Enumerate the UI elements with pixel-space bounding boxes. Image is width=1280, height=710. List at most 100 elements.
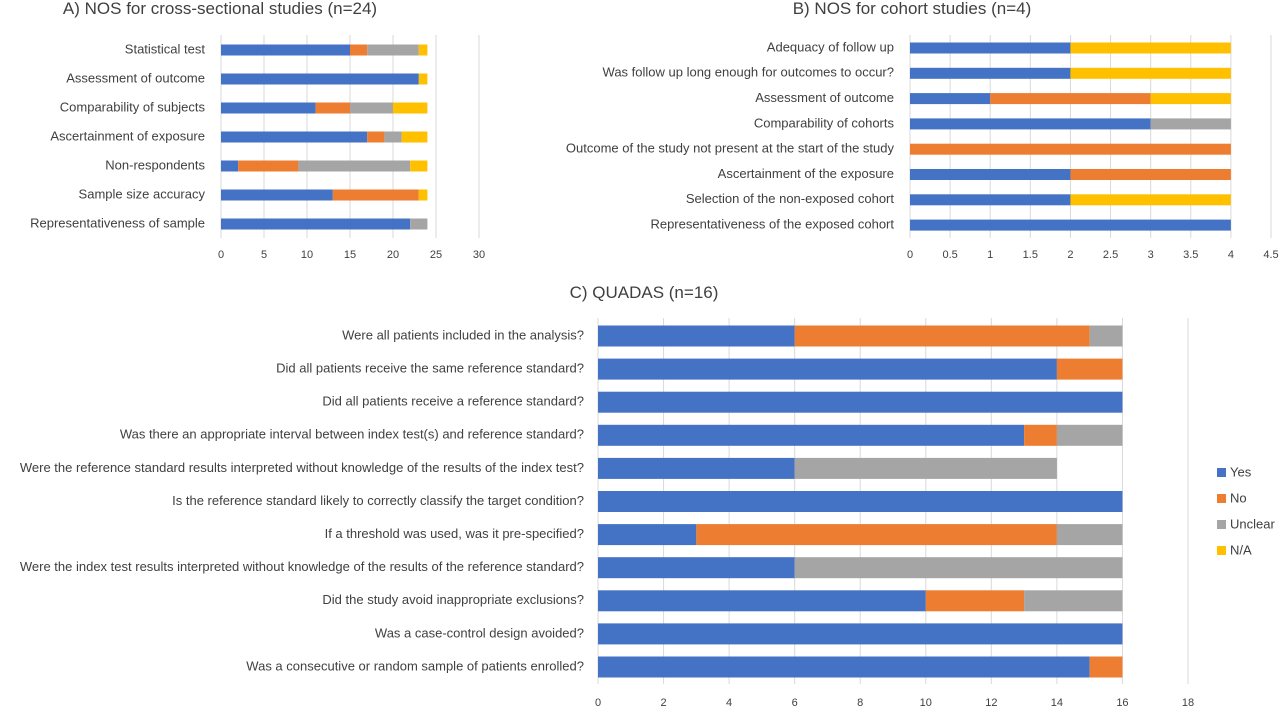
chart-c-category-label: Were all patients included in the analys…	[342, 327, 584, 342]
chart-a-tick-label: 15	[344, 249, 356, 261]
chart-a-bar-unclear	[384, 131, 402, 143]
chart-a-bar-na	[418, 189, 428, 201]
chart-b-bar-no	[1070, 169, 1231, 180]
chart-a-bar-unclear	[410, 218, 428, 230]
chart-a-category-label: Representativeness of sample	[30, 215, 205, 230]
chart-c-bar-yes	[598, 457, 795, 479]
chart-c-category-label: Was a case-control design avoided?	[375, 625, 584, 640]
chart-b-tick-label: 2	[1067, 249, 1073, 261]
chart-a-tick-label: 20	[387, 249, 399, 261]
chart-b-bar-yes	[910, 42, 1071, 54]
chart-a-bar-yes	[221, 189, 333, 201]
chart-b-category-label: Representativeness of the exposed cohort	[650, 217, 894, 232]
chart-c-tick-label: 10	[920, 697, 932, 709]
chart-b-bar-yes	[910, 219, 1231, 231]
chart-c-tick-label: 6	[792, 697, 798, 709]
chart-c-category-label: Is the reference standard likely to corr…	[172, 493, 584, 508]
chart-c-bar-unclear	[1089, 325, 1123, 347]
chart-c-bar-unclear	[794, 557, 1123, 579]
chart-a-bar-no	[350, 44, 368, 56]
chart-c-bar-yes	[598, 424, 1025, 446]
chart-a-bar-no	[367, 131, 385, 143]
chart-c-category-label: Did the study avoid inappropriate exclus…	[322, 592, 584, 607]
chart-a: 0 5 10 15 20 25 30 Statistical test Assessment o…	[30, 35, 485, 261]
chart-a-bar-yes	[221, 44, 350, 56]
chart-a-bar-na	[401, 131, 428, 143]
chart-b-bar-unclear	[1150, 118, 1231, 130]
chart-c-category-label: Was there an appropriate interval betwee…	[120, 427, 584, 442]
chart-c-bar-yes	[598, 491, 1123, 512]
chart-c-bar-yes	[598, 325, 795, 347]
chart-b-bar-yes	[910, 118, 1151, 130]
chart-b-tick-label: 3.5	[1183, 249, 1198, 261]
chart-a-bar-na	[418, 73, 428, 85]
chart-b-category-label: Assessment of outcome	[755, 90, 894, 105]
chart-a-bar-no	[332, 189, 419, 201]
chart-c-category-label: Was a consecutive or random sample of pa…	[246, 658, 584, 673]
legend-swatch-unclear	[1217, 520, 1226, 529]
chart-a-bar-yes	[221, 131, 368, 143]
chart-b: 0 0.5 1 1.5 2 2.5 3 3.5 4 4.5 Adequacy of follow u…	[566, 35, 1279, 261]
chart-a-bar-na	[393, 102, 428, 114]
chart-b-tick-label: 4	[1228, 249, 1234, 261]
chart-a-bar-no	[315, 102, 350, 114]
chart-c-bar-yes	[598, 623, 1123, 645]
chart-a-bar-yes	[221, 218, 411, 230]
legend-label: No	[1230, 490, 1247, 505]
legend-swatch-no	[1217, 494, 1226, 503]
chart-c-bar-no	[794, 325, 1090, 347]
chart-b-category-label: Adequacy of follow up	[767, 39, 894, 54]
chart-a-bar-yes	[221, 73, 419, 85]
chart-b-tick-label: 1.5	[1023, 249, 1038, 261]
chart-a-category-label: Non-respondents	[105, 157, 205, 172]
chart-b-bar-na	[1070, 42, 1231, 54]
legend: Yes No Unclear N/A	[1217, 464, 1275, 557]
chart-b-bar-yes	[910, 67, 1071, 79]
chart-a-bar-unclear	[367, 44, 419, 56]
legend-label: Unclear	[1230, 516, 1275, 531]
chart-c-bar-yes	[598, 358, 1057, 380]
chart-b-category-label: Selection of the non-exposed cohort	[686, 191, 895, 206]
chart-c-bar-yes	[598, 524, 697, 546]
chart-a-tick-label: 10	[301, 249, 313, 261]
chart-c-bar-no	[925, 590, 1025, 612]
chart-c-tick-label: 2	[660, 697, 666, 709]
chart-a-category-label: Statistical test	[125, 41, 206, 56]
chart-a-tick-label: 30	[473, 249, 485, 261]
chart-a-bar-yes	[221, 102, 316, 114]
chart-b-bar-no	[990, 93, 1151, 105]
chart-c-tick-label: 18	[1182, 697, 1194, 709]
chart-c-tick-label: 16	[1116, 697, 1128, 709]
chart-a-tick-label: 5	[261, 249, 267, 261]
chart-c-bar-yes	[598, 656, 1090, 678]
chart-b-tick-label: 3	[1148, 249, 1154, 261]
chart-c-tick-label: 0	[595, 697, 601, 709]
chart-c-tick-label: 8	[857, 697, 863, 709]
chart-c-tick-label: 4	[726, 697, 732, 709]
chart-c-tick-label: 14	[1051, 697, 1063, 709]
chart-a-tick-label: 25	[430, 249, 442, 261]
chart-c-bar-no	[1056, 358, 1123, 380]
chart-b-tick-label: 2.5	[1103, 249, 1118, 261]
legend-swatch-na	[1217, 546, 1226, 555]
chart-c-category-label: If a threshold was used, was it pre-spec…	[325, 526, 584, 541]
chart-c-bar-no	[696, 524, 1057, 546]
chart-c-bar-no	[1024, 424, 1057, 446]
chart-a-category-label: Sample size accuracy	[79, 186, 206, 201]
chart-a-bar-na	[410, 160, 428, 172]
chart-c-bar-unclear	[1056, 424, 1123, 446]
legend-swatch-yes	[1217, 468, 1226, 477]
chart-c: 0 2 4 6 8 10 12 14 16 18 Were all patients include…	[20, 318, 1194, 709]
chart-c-category-label: Did all patients receive the same refere…	[276, 361, 584, 376]
chart-b-bar-no	[910, 143, 1231, 155]
chart-c-category-label: Were the index test results interpreted …	[20, 559, 584, 574]
chart-b-category-label: Was follow up long enough for outcomes t…	[603, 65, 894, 80]
legend-label: N/A	[1230, 542, 1252, 557]
chart-b-tick-label: 0	[907, 249, 913, 261]
chart-a-bar-na	[418, 44, 428, 56]
chart-c-category-label: Were the reference standard results inte…	[20, 460, 584, 475]
chart-b-category-label: Comparability of cohorts	[754, 115, 895, 130]
chart-c-tick-label: 12	[985, 697, 997, 709]
chart-b-category-label: Ascertainment of the exposure	[718, 166, 894, 181]
